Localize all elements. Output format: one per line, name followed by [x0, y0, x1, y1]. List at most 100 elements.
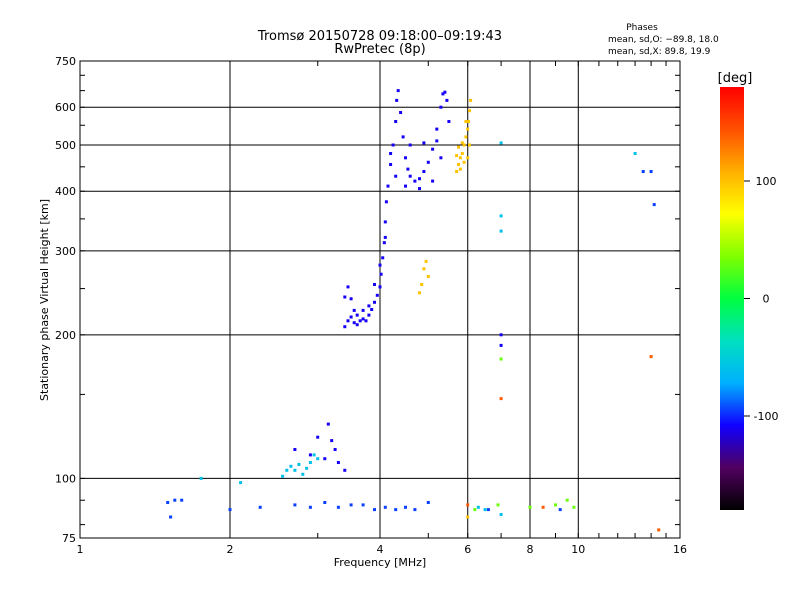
data-point [641, 170, 645, 173]
data-point [343, 468, 347, 472]
data-point [460, 141, 464, 145]
data-point [528, 505, 532, 509]
data-point [464, 135, 468, 139]
data-point [333, 448, 337, 451]
y-tick-label: 500 [55, 139, 76, 152]
data-point [389, 163, 393, 166]
data-point [343, 295, 347, 299]
data-point [554, 503, 557, 507]
data-point [394, 120, 398, 123]
data-point [386, 184, 390, 188]
data-point [466, 515, 470, 519]
data-point [228, 508, 232, 512]
data-point [466, 127, 470, 131]
axis-ticks: 1 2 4 6 8 10 16 75 100 200 300 400 500 600 750 [55, 55, 687, 556]
data-point [565, 498, 569, 502]
data-point [443, 90, 447, 94]
data-point [649, 355, 653, 359]
data-point [435, 127, 439, 131]
data-point [361, 317, 365, 321]
data-point [447, 120, 451, 123]
data-point [483, 508, 487, 512]
data-point [496, 503, 500, 507]
colorbar-label: [deg] [718, 71, 753, 86]
data-point [431, 179, 435, 183]
data-point [383, 220, 387, 224]
data-point [462, 143, 466, 147]
data-point [378, 285, 382, 289]
data-point [258, 505, 262, 509]
data-point [455, 154, 459, 158]
data-point [458, 167, 462, 171]
data-point [401, 135, 405, 139]
data-point [383, 505, 387, 509]
y-tick-label: 100 [55, 472, 76, 485]
data-point [657, 528, 661, 532]
data-point [289, 464, 293, 468]
data-point [364, 319, 368, 323]
data-point [633, 152, 637, 155]
y-axis-label: Stationary phase Virtual Height [km] [38, 199, 51, 401]
data-point [323, 501, 327, 504]
data-point [330, 439, 334, 443]
data-point [373, 300, 376, 304]
data-point [466, 156, 470, 160]
data-point [431, 147, 435, 151]
y-tick-label: 75 [62, 532, 76, 545]
data-point [358, 319, 362, 323]
data-points [166, 89, 661, 532]
data-point [468, 143, 471, 147]
data-point [649, 170, 653, 173]
data-point [499, 513, 503, 516]
data-point [352, 321, 356, 325]
data-point [370, 308, 374, 311]
data-point [316, 457, 320, 461]
data-point [486, 508, 490, 512]
data-point [361, 503, 365, 507]
data-point [499, 333, 503, 337]
y-tick-label: 750 [55, 55, 76, 68]
data-point [326, 422, 330, 426]
data-point [199, 476, 203, 480]
data-point [499, 357, 503, 361]
data-point [445, 98, 449, 102]
data-point [418, 177, 421, 181]
data-point [408, 174, 412, 178]
y-tick-label: 200 [55, 329, 76, 342]
data-point [413, 508, 417, 512]
data-point [378, 263, 382, 267]
data-point [297, 462, 301, 466]
data-point [367, 304, 371, 308]
data-point [413, 179, 417, 183]
data-point [404, 184, 407, 188]
colorbar [720, 87, 744, 510]
data-point [349, 297, 353, 301]
data-point [239, 481, 243, 485]
data-point [336, 461, 340, 464]
data-point [379, 272, 383, 276]
data-point [383, 235, 387, 239]
data-point [408, 143, 412, 147]
y-tick-label: 300 [55, 245, 76, 258]
data-point [460, 152, 464, 155]
data-point [476, 505, 480, 509]
data-point [346, 319, 350, 323]
data-point [439, 156, 443, 160]
data-point [473, 508, 477, 512]
data-point [293, 503, 297, 507]
data-point [308, 453, 312, 457]
data-point [346, 285, 350, 289]
data-point [349, 503, 353, 507]
data-point [652, 203, 656, 207]
data-point [343, 325, 347, 329]
data-point [180, 498, 184, 502]
data-point [457, 163, 460, 166]
data-point [375, 293, 379, 297]
data-point [396, 89, 400, 93]
data-point [293, 468, 297, 472]
y-tick-label: 600 [55, 101, 76, 114]
data-point [395, 98, 399, 102]
data-point [394, 508, 398, 512]
data-point [455, 170, 459, 173]
data-point [381, 256, 385, 260]
